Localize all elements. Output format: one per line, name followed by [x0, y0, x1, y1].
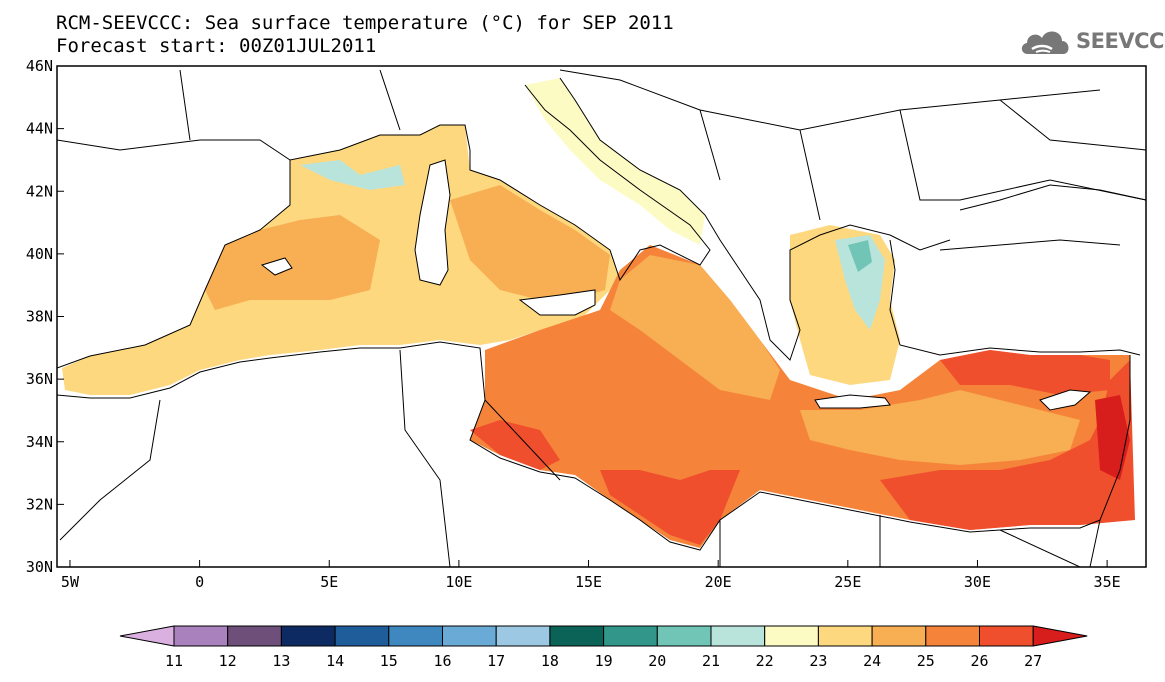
- colorbar-label: 26: [970, 652, 988, 670]
- colorbar-label: 14: [326, 652, 344, 670]
- sea-aegean-cool: [835, 235, 885, 330]
- lon-tick-label: 25E: [834, 573, 861, 591]
- lon-tick-label: 30E: [964, 573, 991, 591]
- sea-ligurian-cool: [300, 160, 405, 190]
- colorbar: 11 12 13 14 15 16 17 18 19 20 21 22 23 24 25 26 27: [119, 625, 1088, 670]
- island-corsica-sardinia: [414, 159, 451, 286]
- sea-gulf-sidra-red: [470, 420, 560, 470]
- lon-tick-label: 0: [195, 573, 204, 591]
- coastlines: [57, 69, 1146, 567]
- sea-levant-orange: [800, 390, 1080, 465]
- lat-tick-label: 30N: [26, 558, 53, 576]
- border-lines-europe: [179, 69, 1146, 221]
- sea-levant-darkest: [1095, 395, 1130, 480]
- lat-tick-label: 32N: [26, 495, 53, 513]
- colorbar-min-arrow: [119, 625, 175, 647]
- sea-adriatic: [525, 78, 705, 245]
- coast-anatolia: [889, 239, 1141, 356]
- coast-italy: [469, 84, 711, 282]
- colorbar-label: 25: [917, 652, 935, 670]
- sea-cyprus-red: [940, 350, 1110, 395]
- colorbar-label: 12: [219, 652, 237, 670]
- colorbar-swatch: [656, 625, 712, 647]
- lon-tick-label: 20E: [705, 573, 732, 591]
- sea-libyan-red: [600, 470, 740, 545]
- lat-tick-label: 40N: [26, 245, 53, 263]
- lat-tick-label: 42N: [26, 182, 53, 200]
- colorbar-swatch: [603, 625, 658, 647]
- map-field: [57, 69, 1146, 567]
- lat-tick-label: 34N: [26, 433, 53, 451]
- colorbar-swatch: [817, 625, 873, 647]
- colorbar-label: 23: [809, 652, 827, 670]
- coast-north-africa: [57, 341, 1101, 551]
- island-sicily: [518, 289, 596, 316]
- colorbar-label: 18: [541, 652, 559, 670]
- colorbar-swatch: [495, 625, 551, 647]
- lon-tick-label: 35E: [1094, 573, 1121, 591]
- colorbar-label: 15: [380, 652, 398, 670]
- colorbar-swatch: [549, 625, 605, 647]
- colorbar-swatch: [280, 625, 336, 647]
- colorbar-swatch: [388, 625, 443, 647]
- colorbar-swatch: [710, 625, 766, 647]
- lon-tick-label: 10E: [445, 573, 472, 591]
- lon-ticks: 5W 0 5E 10E 15E 20E 25E 30E 35E: [61, 560, 1121, 591]
- black-sea-coast: [939, 184, 1146, 251]
- seevccc-logo: SEEVCCC: [1018, 24, 1165, 60]
- island-crete: [814, 394, 891, 409]
- colorbar-label: 24: [863, 652, 881, 670]
- sea-ionian-orange: [610, 255, 780, 400]
- colorbar-label: 27: [1024, 652, 1042, 670]
- coast-iberia: [57, 160, 291, 369]
- cloud-icon: [1021, 31, 1069, 54]
- colorbar-swatch: [227, 625, 282, 647]
- lat-ticks: 30N 32N 34N 36N 38N 40N 42N 44N 46N: [26, 57, 64, 576]
- lon-tick-label: 5E: [320, 573, 338, 591]
- border-lines-africa: [59, 349, 1081, 567]
- colorbar-swatch: [925, 625, 980, 647]
- forecast-start-subtitle: Forecast start: 00Z01JUL2011: [56, 35, 377, 57]
- coast-balkans: [559, 77, 951, 361]
- colorbar-label: 20: [648, 652, 666, 670]
- island-mallorca: [260, 257, 293, 276]
- sea-balearic-orange: [205, 215, 380, 310]
- colorbar-label: 17: [487, 652, 505, 670]
- colorbar-label: 16: [433, 652, 451, 670]
- colorbar-swatch: [979, 625, 1034, 647]
- lat-tick-label: 38N: [26, 308, 53, 326]
- colorbar-label: 19: [595, 652, 613, 670]
- sea-southeast-red: [880, 360, 1135, 530]
- colorbar-swatch: [764, 625, 819, 647]
- colorbar-label: 11: [165, 652, 183, 670]
- colorbar-label: 21: [702, 652, 720, 670]
- map-title: RCM-SEEVCCC: Sea surface temperature (°C…: [56, 12, 674, 34]
- logo-text: SEEVCCC: [1076, 29, 1165, 53]
- lat-tick-label: 36N: [26, 370, 53, 388]
- lon-tick-label: 15E: [575, 573, 602, 591]
- island-cyprus: [1039, 389, 1092, 411]
- sea-tyrrhenian-orange: [450, 185, 610, 300]
- lat-tick-label: 46N: [26, 57, 53, 75]
- colorbar-swatch: [871, 625, 927, 647]
- colorbar-label: 22: [756, 652, 774, 670]
- colorbar-swatch: [173, 625, 229, 647]
- colorbar-swatch: [334, 625, 390, 647]
- lat-tick-label: 44N: [26, 120, 53, 138]
- sea-aegean-coolest: [848, 240, 872, 272]
- coast-levant: [1089, 355, 1131, 567]
- colorbar-label: 13: [272, 652, 290, 670]
- lon-tick-label: 5W: [61, 573, 80, 591]
- coast-europe-west: [57, 124, 471, 161]
- colorbar-max-arrow: [1032, 625, 1088, 647]
- colorbar-swatch: [442, 625, 497, 647]
